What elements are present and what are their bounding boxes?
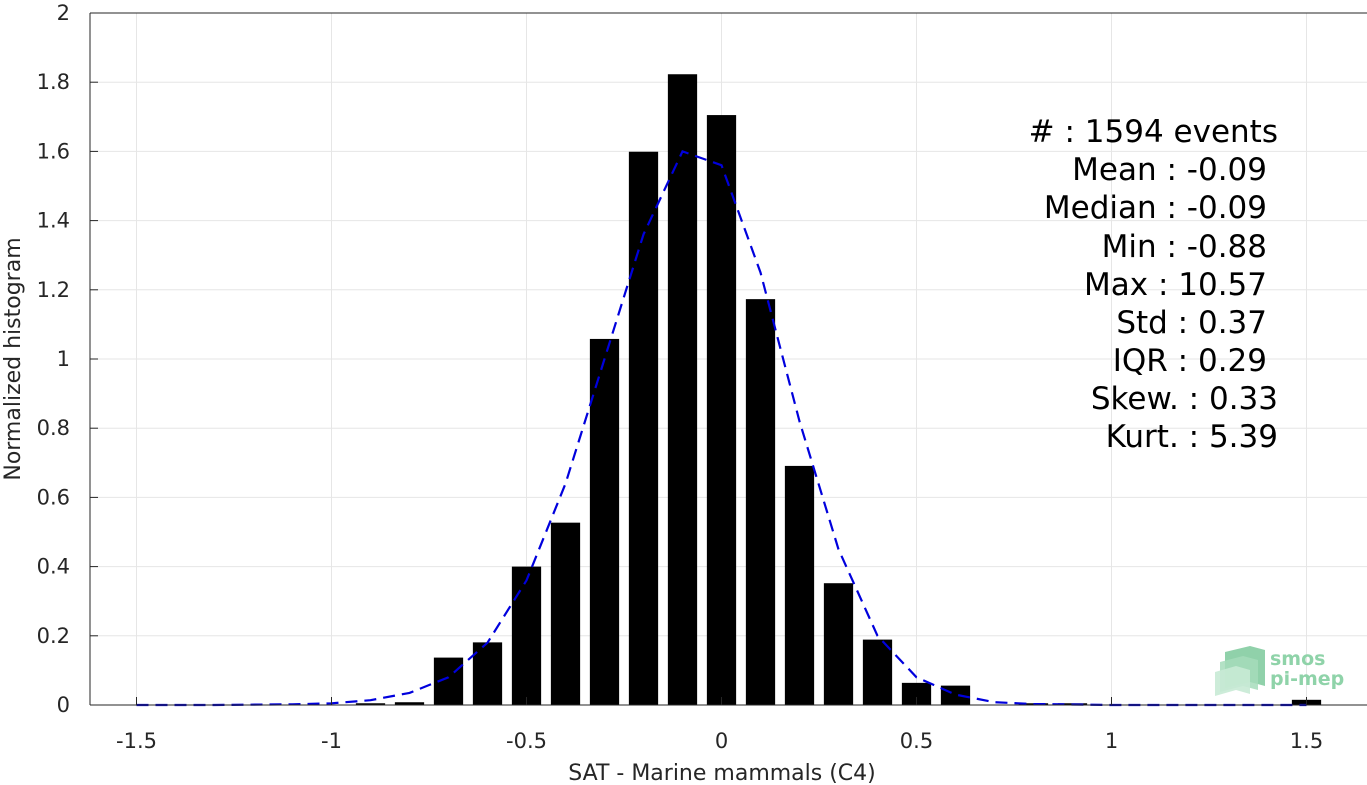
stat-events: # : 1594 events bbox=[1029, 114, 1278, 150]
histogram-bar bbox=[667, 74, 698, 705]
y-tick-labels: 0 0.2 0.4 0.6 0.8 1 1.2 1.4 1.6 1.8 2 bbox=[37, 1, 70, 717]
histogram-bar bbox=[550, 522, 581, 705]
stat-median: Median : -0.09 bbox=[1044, 190, 1267, 226]
y-axis-title: Normalized histogram bbox=[1, 237, 26, 480]
x-tick-label: -1 bbox=[321, 729, 342, 753]
fit-curve-line bbox=[136, 150, 1307, 707]
statistics-annotation: # : 1594 events Mean : -0.09 Median : -0… bbox=[1029, 114, 1278, 455]
logo-text-line1: smos bbox=[1270, 648, 1325, 670]
histogram-bar bbox=[589, 338, 620, 705]
stat-kurt: Kurt. : 5.39 bbox=[1106, 419, 1278, 455]
histogram-bar bbox=[706, 115, 737, 705]
smos-pi-mep-logo: smos pi-mep bbox=[1215, 646, 1344, 696]
histogram-bar bbox=[940, 685, 971, 705]
ticks bbox=[90, 12, 1307, 706]
histogram-bar bbox=[628, 151, 659, 706]
y-tick-label: 0.4 bbox=[37, 555, 70, 579]
y-tick-label: 1.4 bbox=[37, 209, 70, 233]
histogram-bar bbox=[862, 639, 893, 705]
x-tick-label: 1.5 bbox=[1290, 729, 1323, 753]
x-axis-title: SAT - Marine mammals (C4) bbox=[568, 761, 876, 785]
y-tick-label: 0.2 bbox=[37, 624, 70, 648]
histogram-bar bbox=[901, 682, 932, 705]
histogram-bar bbox=[355, 703, 386, 705]
stat-iqr: IQR : 0.29 bbox=[1113, 343, 1267, 379]
x-tick-label: 0.5 bbox=[900, 729, 933, 753]
y-tick-label: 1.8 bbox=[37, 70, 70, 94]
y-tick-label: 0 bbox=[57, 693, 70, 717]
histogram-bar bbox=[745, 299, 776, 705]
y-tick-label: 0.6 bbox=[37, 485, 70, 509]
logo-wave-front-icon bbox=[1215, 666, 1250, 696]
stat-std: Std : 0.37 bbox=[1116, 305, 1267, 341]
stat-mean: Mean : -0.09 bbox=[1072, 152, 1267, 188]
x-tick-label: -0.5 bbox=[506, 729, 547, 753]
stat-skew: Skew. : 0.33 bbox=[1091, 381, 1278, 417]
histogram-bar bbox=[784, 465, 815, 705]
y-tick-label: 1 bbox=[57, 347, 70, 371]
stat-min: Min : -0.88 bbox=[1102, 229, 1267, 265]
histogram-bar bbox=[511, 566, 542, 705]
y-tick-label: 1.2 bbox=[37, 278, 70, 302]
y-tick-label: 1.6 bbox=[37, 139, 70, 163]
x-tick-label: -1.5 bbox=[116, 729, 157, 753]
logo-text-line2: pi-mep bbox=[1270, 668, 1344, 690]
x-tick-label: 1 bbox=[1105, 729, 1118, 753]
histogram-bars bbox=[355, 74, 1322, 706]
y-tick-label: 2 bbox=[57, 1, 70, 25]
y-tick-label: 0.8 bbox=[37, 416, 70, 440]
x-tick-labels: -1.5 -1 -0.5 0 0.5 1 1.5 bbox=[116, 729, 1323, 753]
x-tick-label: 0 bbox=[715, 729, 728, 753]
histogram-bar bbox=[394, 702, 425, 705]
histogram-bar bbox=[472, 642, 503, 705]
histogram-bar bbox=[823, 583, 854, 705]
stat-max: Max : 10.57 bbox=[1084, 267, 1267, 303]
